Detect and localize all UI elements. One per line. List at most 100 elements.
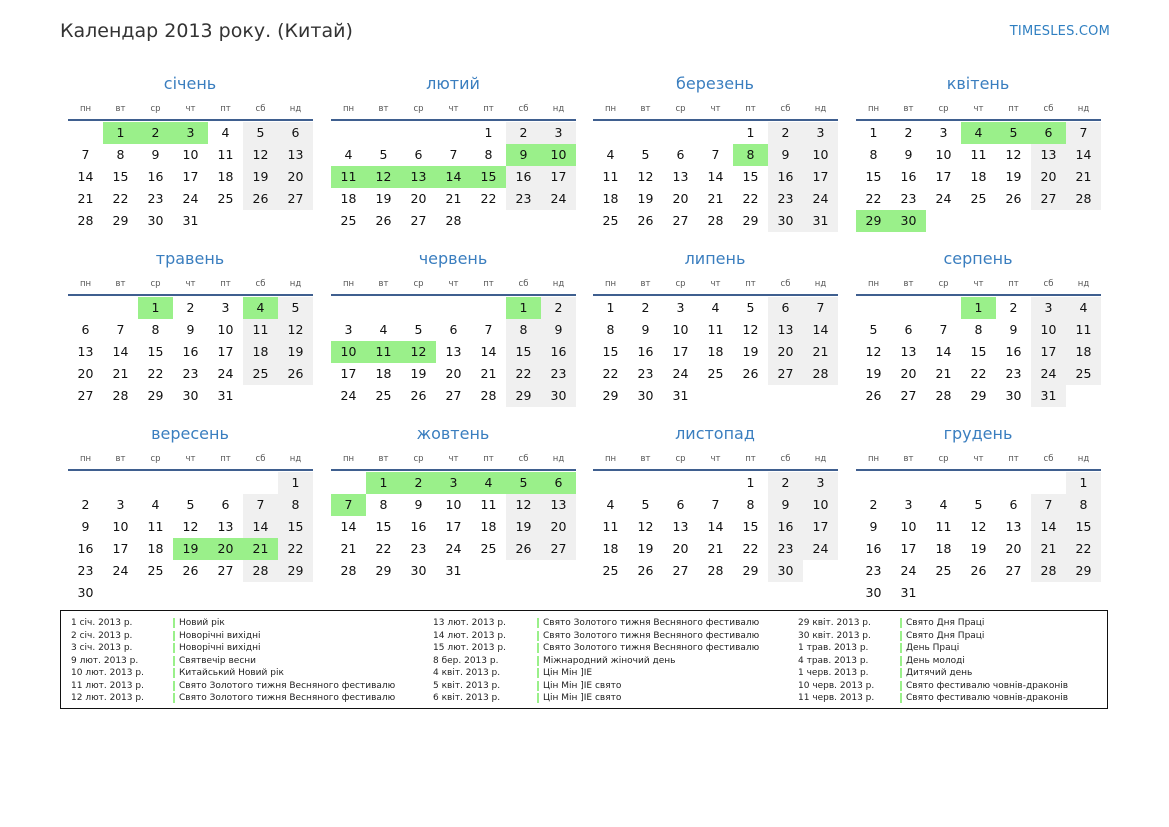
day-cell: 20: [445, 366, 462, 381]
day-cell: 5: [379, 147, 388, 162]
day-cell: 3: [541, 122, 576, 144]
weekday-label: пт: [1008, 279, 1019, 289]
legend-date: 1 черв. 2013 р.: [798, 668, 869, 678]
day-cell: 19: [410, 366, 427, 381]
weekday-header: пн вт ср чт пт сб нд: [593, 279, 838, 291]
weekday-header: пн вт ср чт пт сб нд: [593, 104, 838, 116]
legend-holiday-name: Свято Золотого тижня Весняного фестивалю: [543, 643, 760, 653]
legend-date: 2 січ. 2013 р.: [71, 630, 133, 641]
day-cell: 24: [182, 191, 199, 206]
day-cell: 31: [217, 388, 234, 403]
day-cell: 4: [344, 147, 353, 162]
day-cell: 29: [742, 213, 759, 228]
weekday-label: пт: [483, 279, 494, 289]
day-cell: 6: [221, 497, 230, 512]
weekday-label: пн: [342, 104, 355, 114]
legend-date: 14 лют. 2013 р.: [433, 630, 506, 641]
weekday-label: пт: [220, 104, 231, 114]
weekday-header: пн вт ср чт пт сб нд: [331, 454, 576, 466]
day-cell: 13: [672, 169, 689, 184]
day-cell: 11: [480, 497, 497, 512]
month-2: лютий пн вт ср чт пт сб нд 1 2 3 4 5 6 7 8 9 10 11 12 13 14 15…: [329, 70, 577, 240]
month-name: жовтень: [416, 424, 490, 443]
day-cell: 8: [116, 147, 125, 162]
month-name: лютий: [426, 74, 480, 93]
day-cell: 13: [401, 166, 436, 188]
day-cell: 27: [1005, 563, 1022, 578]
day-cell: 8: [746, 497, 755, 512]
day-cell: 14: [803, 319, 838, 341]
day-cell: 14: [480, 344, 497, 359]
site-link[interactable]: TIMESLES.COM: [1009, 24, 1110, 39]
day-cell: 19: [173, 538, 208, 560]
day-cell: 29: [1066, 560, 1101, 582]
day-cell: 29: [506, 385, 541, 407]
day-cell: 16: [147, 169, 164, 184]
day-cell: 27: [768, 363, 803, 385]
day-cell: 17: [182, 169, 199, 184]
legend-row: 4 квіт. 2013 р. Цін Мін ]IE: [433, 667, 773, 680]
day-cell: 10: [672, 322, 689, 337]
legend-column: 29 квіт. 2013 р. Свято Дня Праці 30 квіт. …: [798, 617, 1138, 705]
day-cell: 22: [742, 541, 759, 556]
day-cell: 5: [186, 497, 195, 512]
day-cell: 4: [606, 147, 615, 162]
day-cell: 18: [217, 169, 234, 184]
day-cell: 14: [1031, 516, 1066, 538]
legend-holiday-name: Міжнародний жіночий день: [543, 655, 676, 666]
header-rule: [856, 469, 1101, 471]
day-cell: 28: [112, 388, 129, 403]
weekday-label: нд: [289, 104, 302, 114]
day-cell: 4: [711, 300, 720, 315]
day-cell: 1: [484, 125, 493, 140]
weekday-label: пт: [483, 454, 494, 464]
legend-holiday-name: Свято Золотого тижня Весняного фестивалю: [543, 618, 760, 628]
weekday-label: вт: [115, 454, 126, 464]
day-cell: 9: [414, 497, 423, 512]
day-cell: 28: [1066, 188, 1101, 210]
day-cell: 13: [217, 519, 234, 534]
legend-row: 6 квіт. 2013 р. Цін Мін ]IE свято: [433, 692, 773, 705]
day-cell: 15: [865, 169, 882, 184]
legend-holiday-name: Новий рік: [179, 618, 225, 628]
legend-holiday-name: Новорічні вихідні: [179, 630, 261, 641]
weekday-label: чт: [448, 454, 459, 464]
day-cell: 28: [935, 388, 952, 403]
day-cell: 7: [243, 494, 278, 516]
day-cell: 14: [1066, 144, 1101, 166]
weekday-label: чт: [448, 279, 459, 289]
day-cell: 21: [1066, 166, 1101, 188]
day-cell: 3: [116, 497, 125, 512]
holiday-legend: 1 січ. 2013 р. Новий рік 2 січ. 2013 р. Нов…: [60, 610, 1108, 709]
day-cell: 21: [340, 541, 357, 556]
day-cell: 7: [1066, 122, 1101, 144]
day-cell: 15: [742, 169, 759, 184]
day-cell: 8: [484, 147, 493, 162]
day-cell: 2: [869, 497, 878, 512]
day-cell: 23: [541, 363, 576, 385]
day-cell: 22: [865, 191, 882, 206]
day-cell: 10: [182, 147, 199, 162]
legend-holiday-name: Новорічні вихідні: [179, 643, 261, 653]
legend-date: 4 квіт. 2013 р.: [433, 668, 501, 678]
weekday-label: пн: [79, 104, 92, 114]
weekday-label: сб: [780, 454, 791, 464]
day-cell: 11: [1066, 319, 1101, 341]
day-cell: 12: [366, 166, 401, 188]
legend-holiday-name: Свято Золотого тижня Весняного фестивалю: [179, 693, 396, 703]
day-cell: 26: [243, 188, 278, 210]
day-cell: 9: [904, 147, 913, 162]
day-cell: 7: [331, 494, 366, 516]
day-cell: 19: [375, 191, 392, 206]
day-cell: 30: [768, 560, 803, 582]
legend-holiday-name: Цін Мін ]IE: [543, 668, 593, 678]
day-cell: 29: [742, 563, 759, 578]
day-cell: 6: [278, 122, 313, 144]
weekday-label: пн: [342, 454, 355, 464]
day-cell: 17: [935, 169, 952, 184]
weekday-label: пн: [604, 279, 617, 289]
month-7: липень пн вт ср чт пт сб нд 1 2 3 4 5 6 7 8 9 10 11 12 13 14 1…: [591, 245, 839, 415]
weekday-label: вт: [903, 104, 914, 114]
day-cell: 24: [803, 538, 838, 560]
day-cell: 27: [900, 388, 917, 403]
